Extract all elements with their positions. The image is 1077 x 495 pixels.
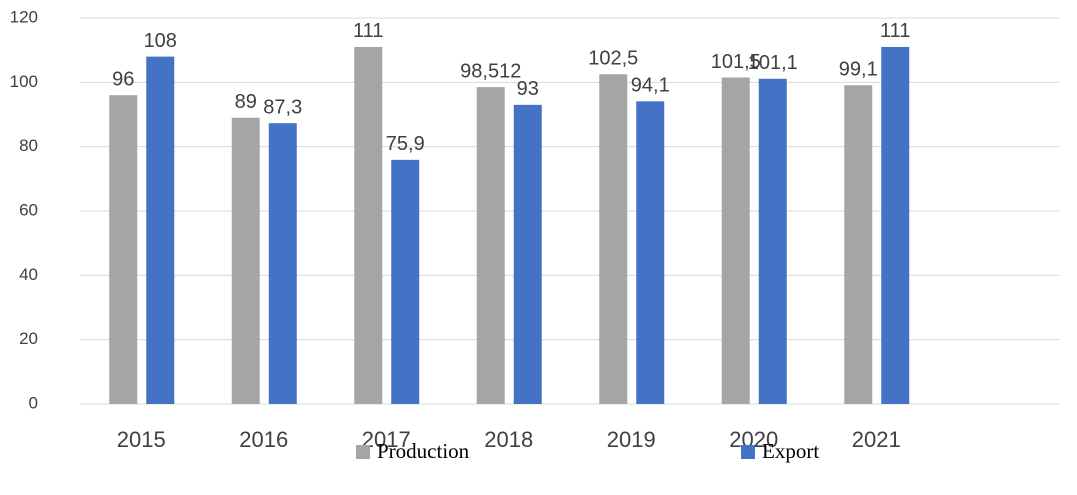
data-label: 101,5 — [711, 51, 761, 73]
legend-label: Export — [762, 439, 819, 463]
y-tick-label: 40 — [19, 265, 38, 284]
data-label: 102,5 — [588, 48, 638, 70]
data-label: 101,1 — [748, 52, 798, 74]
x-tick-label: 2021 — [852, 427, 901, 452]
y-tick-label: 0 — [29, 393, 38, 412]
y-tick-label: 20 — [19, 329, 38, 348]
bar — [881, 46, 910, 404]
bar — [721, 77, 750, 404]
bar — [146, 56, 175, 404]
data-label: 108 — [144, 30, 177, 52]
data-label: 94,1 — [631, 75, 670, 97]
bar — [636, 101, 665, 404]
bar — [476, 87, 505, 404]
legend-swatch — [741, 445, 755, 459]
x-tick-label: 2015 — [117, 427, 166, 452]
data-label: 75,9 — [386, 133, 425, 155]
data-label: 111 — [880, 20, 910, 42]
y-tick-label: 100 — [10, 72, 38, 91]
data-label: 98,512 — [460, 60, 521, 82]
bar — [391, 159, 420, 404]
data-label: 89 — [235, 91, 257, 113]
y-tick-label: 60 — [19, 200, 38, 219]
bar — [844, 85, 873, 404]
x-tick-label: 2018 — [484, 427, 533, 452]
data-label: 96 — [112, 68, 134, 90]
bar — [599, 74, 628, 405]
data-label: 93 — [517, 78, 539, 100]
y-tick-label: 120 — [10, 7, 38, 26]
x-tick-label: 2016 — [239, 427, 288, 452]
bar — [109, 95, 138, 404]
legend-label: Production — [377, 439, 470, 463]
legend-swatch — [356, 445, 370, 459]
bar — [513, 104, 542, 404]
x-tick-label: 2019 — [607, 427, 656, 452]
bar — [268, 123, 297, 404]
y-tick-label: 80 — [19, 136, 38, 155]
data-label: 99,1 — [839, 59, 878, 81]
bar — [354, 46, 383, 404]
data-label: 87,3 — [263, 96, 302, 118]
bar — [758, 78, 787, 405]
bar — [231, 117, 260, 404]
data-label: 111 — [353, 20, 383, 42]
